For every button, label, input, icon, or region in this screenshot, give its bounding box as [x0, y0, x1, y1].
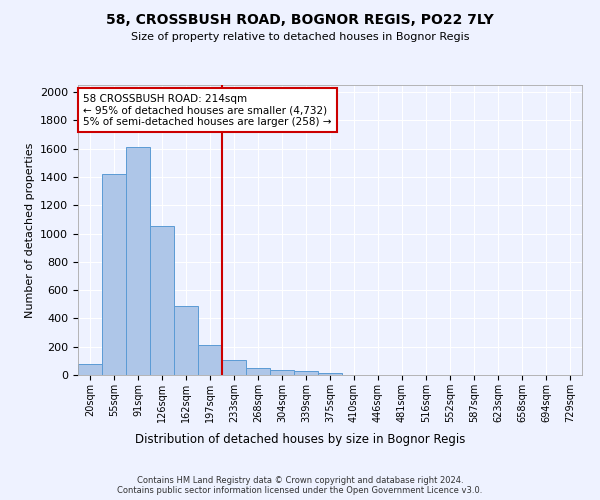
Bar	[78, 364, 102, 375]
Bar	[102, 174, 126, 375]
Bar	[246, 368, 270, 375]
Bar	[126, 147, 150, 375]
Text: Contains HM Land Registry data © Crown copyright and database right 2024.
Contai: Contains HM Land Registry data © Crown c…	[118, 476, 482, 495]
Text: Distribution of detached houses by size in Bognor Regis: Distribution of detached houses by size …	[135, 432, 465, 446]
Bar	[270, 370, 294, 375]
Bar	[174, 306, 198, 375]
Bar	[318, 373, 342, 375]
Text: 58 CROSSBUSH ROAD: 214sqm
← 95% of detached houses are smaller (4,732)
5% of sem: 58 CROSSBUSH ROAD: 214sqm ← 95% of detac…	[83, 94, 332, 127]
Bar	[222, 360, 246, 375]
Bar	[294, 372, 318, 375]
Bar	[150, 226, 174, 375]
Text: 58, CROSSBUSH ROAD, BOGNOR REGIS, PO22 7LY: 58, CROSSBUSH ROAD, BOGNOR REGIS, PO22 7…	[106, 12, 494, 26]
Bar	[198, 346, 222, 375]
Text: Size of property relative to detached houses in Bognor Regis: Size of property relative to detached ho…	[131, 32, 469, 42]
Y-axis label: Number of detached properties: Number of detached properties	[25, 142, 35, 318]
